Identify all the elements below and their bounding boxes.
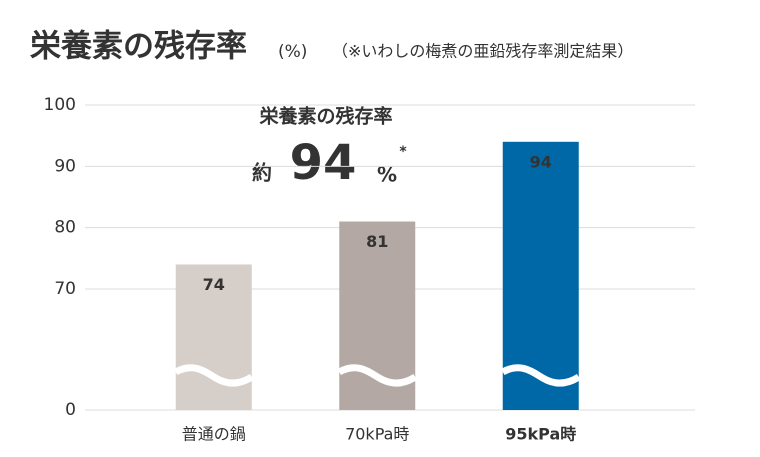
axis-break <box>337 364 418 387</box>
annotation-prefix: 約 <box>252 161 272 185</box>
annotation-label: 栄養素の残存率 <box>258 105 392 128</box>
y-tick-label: 80 <box>54 218 76 238</box>
chart-subtitle: （※いわしの梅煮の亜鉛残存率測定結果） <box>332 42 633 61</box>
annotation-unit: % <box>377 163 397 187</box>
annotation-note: * <box>399 144 407 160</box>
title-unit: (%) <box>278 42 307 62</box>
value-label: 94 <box>530 152 552 171</box>
x-tick-label: 普通の鍋 <box>182 425 246 444</box>
value-label: 74 <box>203 275 225 294</box>
y-tick-label: 90 <box>54 156 76 176</box>
annotation-value: 94 <box>290 135 357 191</box>
x-tick-label: 95kPa時 <box>505 425 576 444</box>
chart-title: 栄養素の残存率 <box>30 29 247 65</box>
axis-break <box>174 364 254 387</box>
y-tick-label: 100 <box>44 95 76 115</box>
y-tick-label: 70 <box>54 279 76 299</box>
x-tick-label: 70kPa時 <box>345 425 409 444</box>
value-label: 81 <box>366 232 388 251</box>
y-tick-label: 0 <box>65 400 76 420</box>
axis-break <box>501 364 581 387</box>
